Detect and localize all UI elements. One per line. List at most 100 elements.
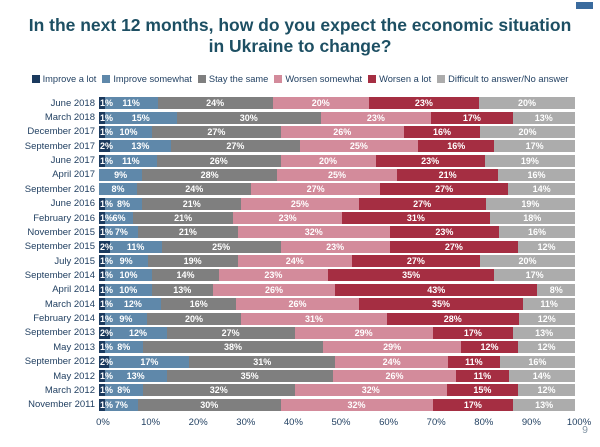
bar-segment-value: 32% — [209, 385, 228, 396]
bar-segment-value: 23% — [421, 155, 440, 166]
bar-row: June 2017 1% 11% 26% 20% 23% 19% — [0, 153, 580, 167]
category-label: July 2015 — [54, 255, 95, 267]
stacked-bar: 2% 17% 31% 24% 11% 16% — [99, 355, 576, 368]
stacked-bar: 9% 28% 25% 21% 16% — [99, 168, 575, 181]
bar-segment: 1% — [99, 341, 113, 354]
stacked-bar: 1% 9% 19% 24% 27% 20% — [99, 255, 575, 268]
bar-segment: 8% — [537, 283, 576, 296]
bar-segment: 1% — [99, 384, 113, 397]
bar-segment: 23% — [218, 269, 328, 282]
bar-segment-value: 27% — [226, 141, 245, 152]
bar-segment: 23% — [389, 226, 499, 239]
bar-segment-value: 21% — [438, 169, 457, 180]
bar-segment: 11% — [104, 97, 158, 110]
bar-segment-value: 12% — [128, 327, 147, 338]
bar-segment: 13% — [109, 140, 172, 153]
stacked-bar: 1% 9% 20% 31% 28% 12% — [99, 312, 576, 325]
bar-segment-value: 10% — [119, 270, 138, 281]
bar-segment-value: 38% — [223, 342, 242, 353]
bar-segment: 1% — [99, 298, 113, 311]
bar-segment: 30% — [176, 111, 321, 124]
bar-segment-value: 14% — [532, 184, 551, 195]
bar-segment: 1% — [99, 370, 113, 382]
legend-swatch-icon — [31, 75, 40, 83]
bar-segment: 2% — [99, 240, 113, 253]
bar-segment-value: 35% — [240, 371, 259, 381]
bar-segment-value: 27% — [207, 126, 226, 137]
bar-segment-value: 28% — [443, 313, 462, 324]
bar-segment-value: 16% — [189, 299, 208, 310]
bar-segment: 27% — [389, 240, 518, 253]
bar-segment: 13% — [104, 370, 167, 382]
bar-segment-value: 30% — [239, 112, 258, 123]
bar-segment: 1% — [99, 283, 113, 296]
category-label: April 2014 — [52, 284, 95, 296]
bar-segment-value: 1% — [100, 385, 114, 396]
bar-segment: 20% — [280, 154, 376, 167]
bar-row: February 2016 1% 6% 21% 23% 31% 18% — [0, 211, 580, 225]
bar-segment-value: 11% — [126, 241, 145, 252]
bar-segment: 20% — [147, 312, 242, 325]
bar-segment-value: 1% — [100, 155, 114, 166]
bar-segment: 13% — [513, 398, 575, 411]
x-tick-label: 60% — [379, 417, 399, 428]
bar-segment: 26% — [332, 370, 457, 382]
bar-segment: 12% — [518, 384, 575, 397]
bar-segment: 24% — [157, 97, 273, 110]
bar-segment: 1% — [99, 154, 113, 167]
bar-segment: 12% — [518, 312, 576, 325]
bar-segment-value: 12% — [537, 385, 556, 396]
x-tick-label: 20% — [188, 417, 208, 428]
bar-segment-value: 8% — [117, 342, 131, 353]
bar-segment: 25% — [276, 168, 398, 181]
bar-segment-value: 12% — [537, 342, 556, 353]
bar-segment-value: 17% — [463, 399, 482, 410]
stacked-bar: 1% 7% 30% 32% 17% 13% — [99, 398, 575, 411]
bar-segment: 20% — [480, 255, 575, 268]
bar-segment: 32% — [280, 398, 433, 411]
category-label: February 2016 — [33, 212, 95, 224]
bar-segment: 31% — [241, 312, 387, 325]
bar-segment: 20% — [272, 97, 369, 110]
bar-segment: 16% — [418, 140, 495, 153]
bar-row: June 2018 1% 11% 24% 20% 23% 20% — [0, 96, 580, 110]
bar-segment-value: 2% — [100, 356, 114, 367]
category-label: June 2018 — [50, 97, 95, 109]
bar-segment-value: 13% — [131, 141, 150, 152]
bar-segment: 35% — [358, 298, 524, 311]
bar-segment-value: 12% — [480, 342, 499, 353]
category-label: September 2017 — [24, 140, 95, 152]
bar-segment-value: 35% — [431, 299, 450, 310]
bar-segment-value: 10% — [119, 284, 138, 295]
bar-segment: 7% — [104, 226, 138, 239]
bar-segment-value: 17% — [462, 112, 481, 123]
bar-segment-value: 19% — [520, 155, 539, 166]
bar-segment: 27% — [379, 183, 509, 196]
bar-segment: 26% — [212, 283, 336, 296]
legend-label: Worsen a lot — [379, 74, 432, 84]
bar-segment-value: 13% — [173, 284, 192, 295]
bar-segment: 21% — [138, 226, 238, 239]
bar-segment: 23% — [280, 240, 390, 253]
bar-segment-value: 1% — [100, 256, 114, 267]
bar-segment-value: 11% — [540, 299, 558, 310]
bar-segment-value: 17% — [525, 141, 544, 152]
bar-segment: 17% — [432, 326, 514, 339]
bar-segment: 13% — [513, 326, 575, 339]
bar-segment: 31% — [189, 355, 336, 368]
bar-segment: 28% — [142, 168, 277, 181]
bar-segment-value: 13% — [126, 371, 145, 381]
category-label: September 2013 — [24, 327, 95, 339]
bar-segment-value: 27% — [444, 241, 463, 252]
bar-segment-value: 8% — [549, 284, 563, 295]
bar-segment-value: 31% — [253, 356, 272, 367]
bar-segment: 20% — [479, 97, 575, 110]
bar-segment-value: 17% — [140, 356, 159, 367]
bar-segment: 17% — [494, 140, 575, 153]
bar-segment: 16% — [161, 298, 237, 311]
corner-accent — [576, 2, 593, 9]
bar-segment: 24% — [137, 183, 252, 196]
category-label: March 2014 — [44, 298, 95, 310]
bar-segment: 11% — [109, 240, 162, 253]
bar-segment: 29% — [294, 326, 433, 339]
